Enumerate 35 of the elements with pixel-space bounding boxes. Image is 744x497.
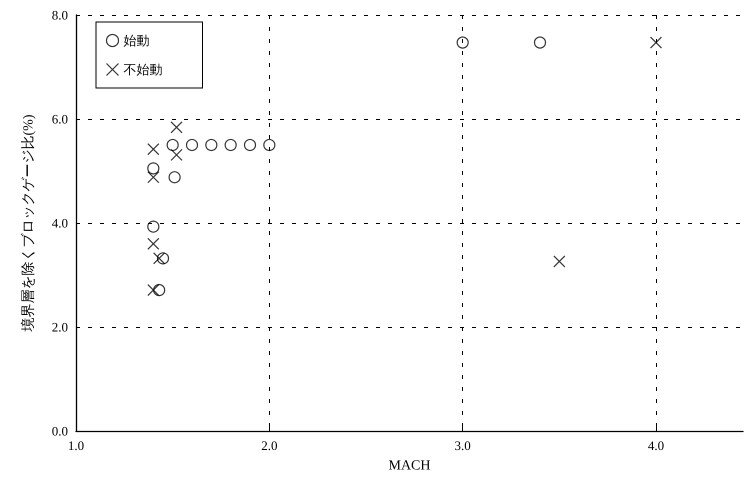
point xyxy=(263,138,276,152)
y-axis-title: 境界層を除くブロックゲージ比(%) xyxy=(20,114,36,332)
point xyxy=(147,162,160,174)
point xyxy=(534,36,546,49)
point xyxy=(244,138,256,152)
x-tick-label: 2.0 xyxy=(261,438,278,453)
point xyxy=(166,138,179,152)
x-tick-label: 4.0 xyxy=(648,438,664,453)
legend-label: 始動 xyxy=(124,33,150,48)
x-tick-label: 1.0 xyxy=(68,438,84,453)
point xyxy=(456,36,469,49)
y-tick-label: 6.0 xyxy=(52,112,68,126)
point xyxy=(153,284,166,296)
point xyxy=(147,171,160,184)
point xyxy=(147,284,160,296)
point xyxy=(170,121,183,134)
x-axis-title: MACH xyxy=(388,458,431,474)
point xyxy=(153,252,166,264)
point xyxy=(650,36,662,49)
point xyxy=(168,171,181,184)
y-tick-label: 0.0 xyxy=(52,424,68,438)
y-tick-label: 2.0 xyxy=(52,320,68,334)
point xyxy=(170,148,183,161)
x-tick-label: 3.0 xyxy=(454,438,471,453)
y-tick-label: 8.0 xyxy=(52,8,68,22)
point xyxy=(553,255,566,268)
point xyxy=(224,138,237,152)
point xyxy=(156,252,170,264)
point xyxy=(147,143,160,156)
point xyxy=(186,138,198,152)
point xyxy=(147,220,160,233)
y-tick-label: 4.0 xyxy=(52,216,68,230)
legend-label: 不始動 xyxy=(124,62,162,77)
point xyxy=(147,238,160,250)
point xyxy=(205,138,218,152)
